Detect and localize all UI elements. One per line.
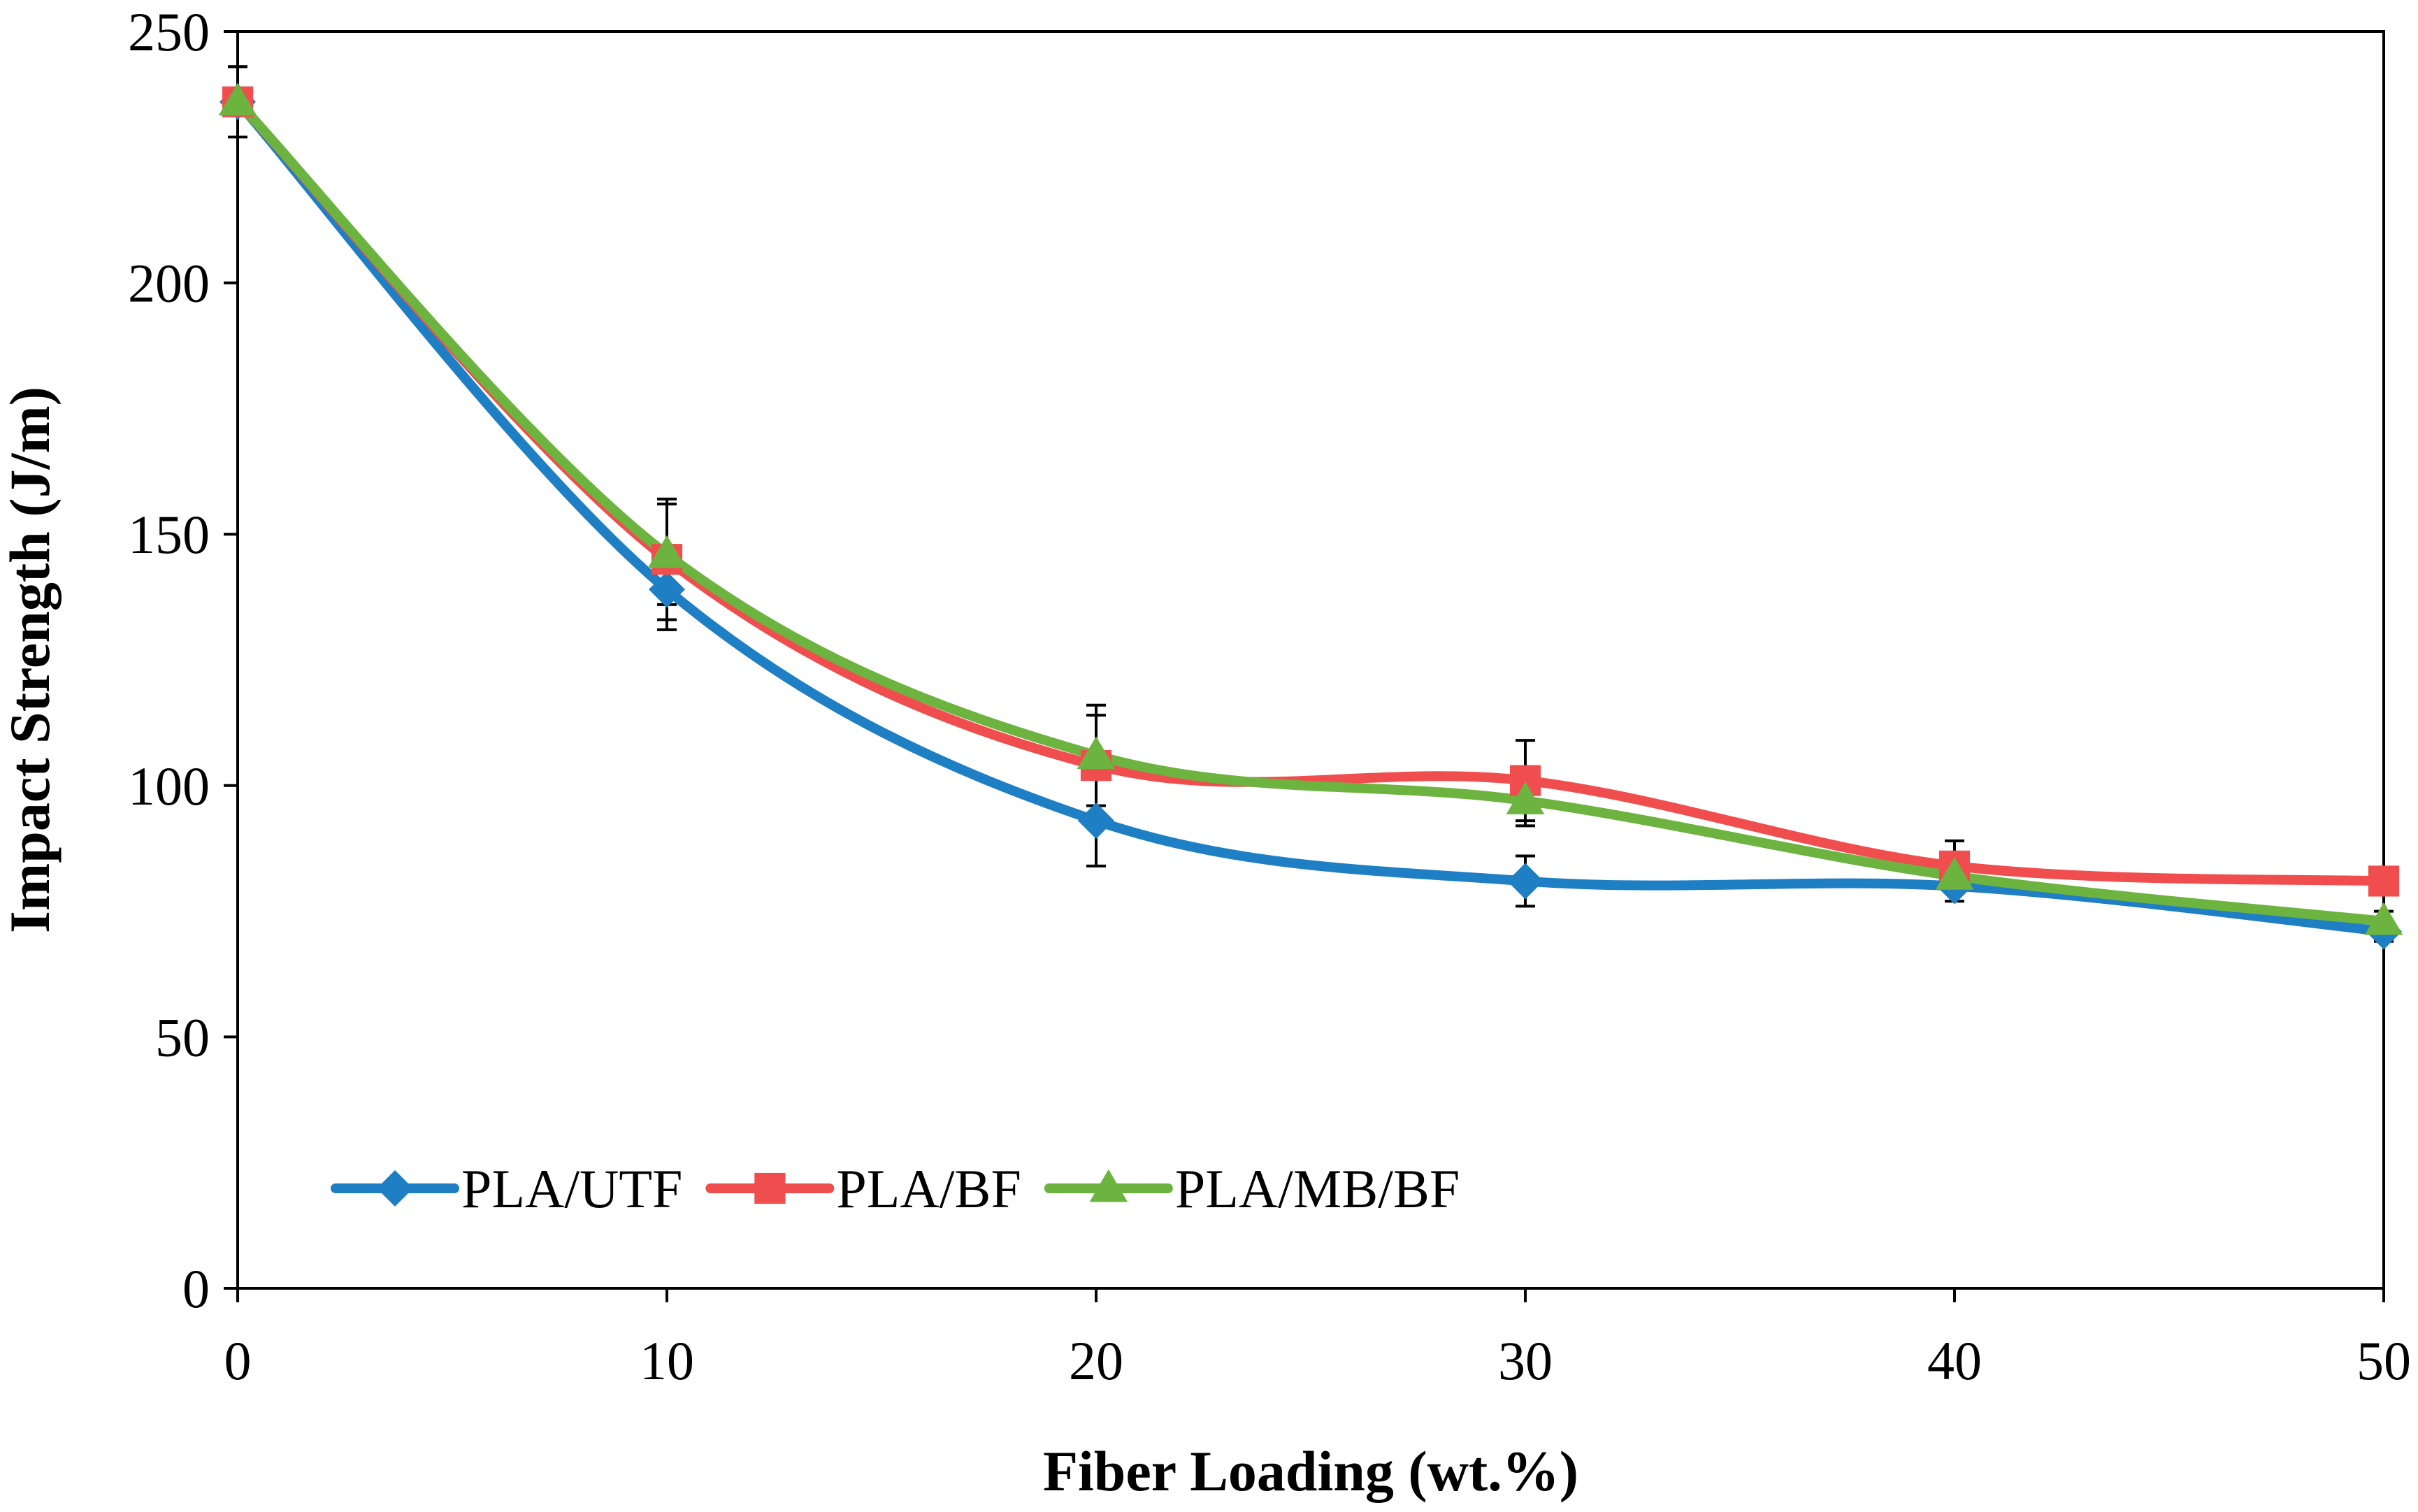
legend: PLA/UTF PLA/BF PLA/MB/BF	[331, 1158, 1460, 1219]
x-tick-label: 40	[1927, 1330, 1982, 1391]
data-point-pla-mb-bf	[1935, 856, 1974, 890]
data-point-pla-mb-bf	[2364, 902, 2403, 935]
y-tick-label: 200	[128, 253, 210, 314]
y-tick-label: 250	[128, 1, 210, 62]
data-point-pla-utf	[649, 571, 685, 608]
data-point-pla-utf	[1078, 802, 1114, 840]
x-tick-label: 20	[1069, 1330, 1123, 1391]
y-tick-label: 0	[182, 1258, 210, 1319]
y-axis-ticks: 0 50 100 150 200 250	[128, 1, 238, 1319]
series-line-pla-utf	[233, 96, 2389, 937]
series-lines	[233, 96, 2389, 937]
series-markers	[218, 82, 2403, 950]
x-axis-title: Fiber Loading (wt.%)	[1043, 1439, 1578, 1503]
legend-marker-pla-utf	[377, 1170, 413, 1207]
x-tick-label: 50	[2356, 1330, 2411, 1391]
y-tick-label: 50	[155, 1007, 210, 1067]
data-point-pla-mb-bf	[647, 535, 686, 568]
data-point-pla-utf	[1507, 863, 1543, 900]
y-tick-label: 100	[128, 756, 210, 816]
data-point-pla-mb-bf	[1077, 736, 1116, 770]
legend-label-pla-utf: PLA/UTF	[461, 1158, 682, 1219]
data-point-pla-mb-bf	[218, 82, 257, 116]
x-tick-label: 0	[224, 1330, 252, 1391]
x-tick-label: 30	[1498, 1330, 1553, 1391]
data-point-pla-mb-bf	[1506, 782, 1545, 814]
legend-label-pla-mb-bf: PLA/MB/BF	[1175, 1158, 1460, 1219]
legend-marker-pla-bf	[754, 1172, 786, 1204]
x-tick-label: 10	[640, 1330, 694, 1391]
plot-area	[236, 30, 2385, 1290]
data-point-pla-bf	[2368, 865, 2400, 897]
x-axis-ticks: 0 10 20 30 40 50	[224, 1288, 2411, 1391]
y-tick-label: 150	[128, 504, 210, 565]
y-axis-title: Impact Strength (J/m)	[0, 387, 62, 933]
series-line-pla-mb-bf	[233, 96, 2389, 926]
legend-marker-pla-mb-bf	[1089, 1169, 1128, 1202]
legend-label-pla-bf: PLA/BF	[836, 1158, 1021, 1219]
